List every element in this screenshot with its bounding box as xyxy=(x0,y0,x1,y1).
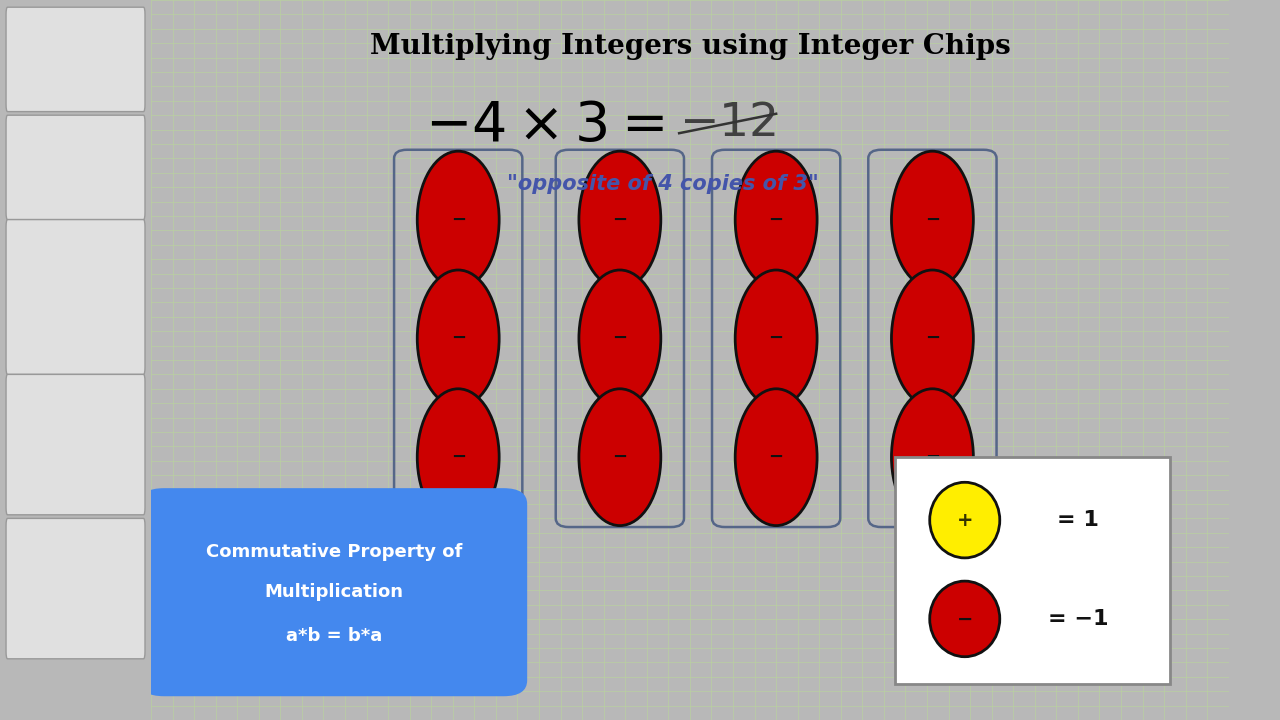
FancyBboxPatch shape xyxy=(6,115,145,220)
FancyBboxPatch shape xyxy=(6,518,145,659)
Text: = −1: = −1 xyxy=(1047,609,1108,629)
Text: −: − xyxy=(451,210,466,229)
FancyBboxPatch shape xyxy=(6,220,145,374)
Text: −: − xyxy=(925,329,940,347)
Text: −: − xyxy=(451,329,466,347)
Ellipse shape xyxy=(735,270,817,407)
Text: −: − xyxy=(768,329,783,347)
Text: −: − xyxy=(956,609,973,629)
Ellipse shape xyxy=(735,151,817,288)
FancyBboxPatch shape xyxy=(6,7,145,112)
Ellipse shape xyxy=(891,389,973,526)
Text: Commutative Property of: Commutative Property of xyxy=(206,543,462,561)
Text: +: + xyxy=(956,510,973,530)
Text: −: − xyxy=(768,210,783,229)
Ellipse shape xyxy=(929,482,1000,558)
Text: −: − xyxy=(612,210,627,229)
FancyBboxPatch shape xyxy=(895,457,1170,684)
Text: −: − xyxy=(612,448,627,467)
FancyBboxPatch shape xyxy=(6,374,145,515)
Text: $-12$: $-12$ xyxy=(680,102,776,146)
Text: "opposite of 4 copies of 3": "opposite of 4 copies of 3" xyxy=(507,174,819,194)
Text: −: − xyxy=(768,448,783,467)
Ellipse shape xyxy=(417,270,499,407)
Text: −: − xyxy=(925,448,940,467)
Text: −: − xyxy=(925,210,940,229)
Ellipse shape xyxy=(579,270,660,407)
Ellipse shape xyxy=(735,389,817,526)
Text: −: − xyxy=(451,448,466,467)
Text: Multiplying Integers using Integer Chips: Multiplying Integers using Integer Chips xyxy=(370,33,1010,60)
Ellipse shape xyxy=(891,151,973,288)
Text: $-4 \times 3 =$: $-4 \times 3 =$ xyxy=(425,99,664,153)
Text: Multiplication: Multiplication xyxy=(264,583,403,601)
Ellipse shape xyxy=(891,270,973,407)
Text: = 1: = 1 xyxy=(1057,510,1098,530)
Ellipse shape xyxy=(929,581,1000,657)
Text: a*b = b*a: a*b = b*a xyxy=(285,627,381,645)
Ellipse shape xyxy=(579,389,660,526)
Ellipse shape xyxy=(417,389,499,526)
Text: −: − xyxy=(612,329,627,347)
Ellipse shape xyxy=(579,151,660,288)
Ellipse shape xyxy=(417,151,499,288)
FancyBboxPatch shape xyxy=(141,488,527,696)
